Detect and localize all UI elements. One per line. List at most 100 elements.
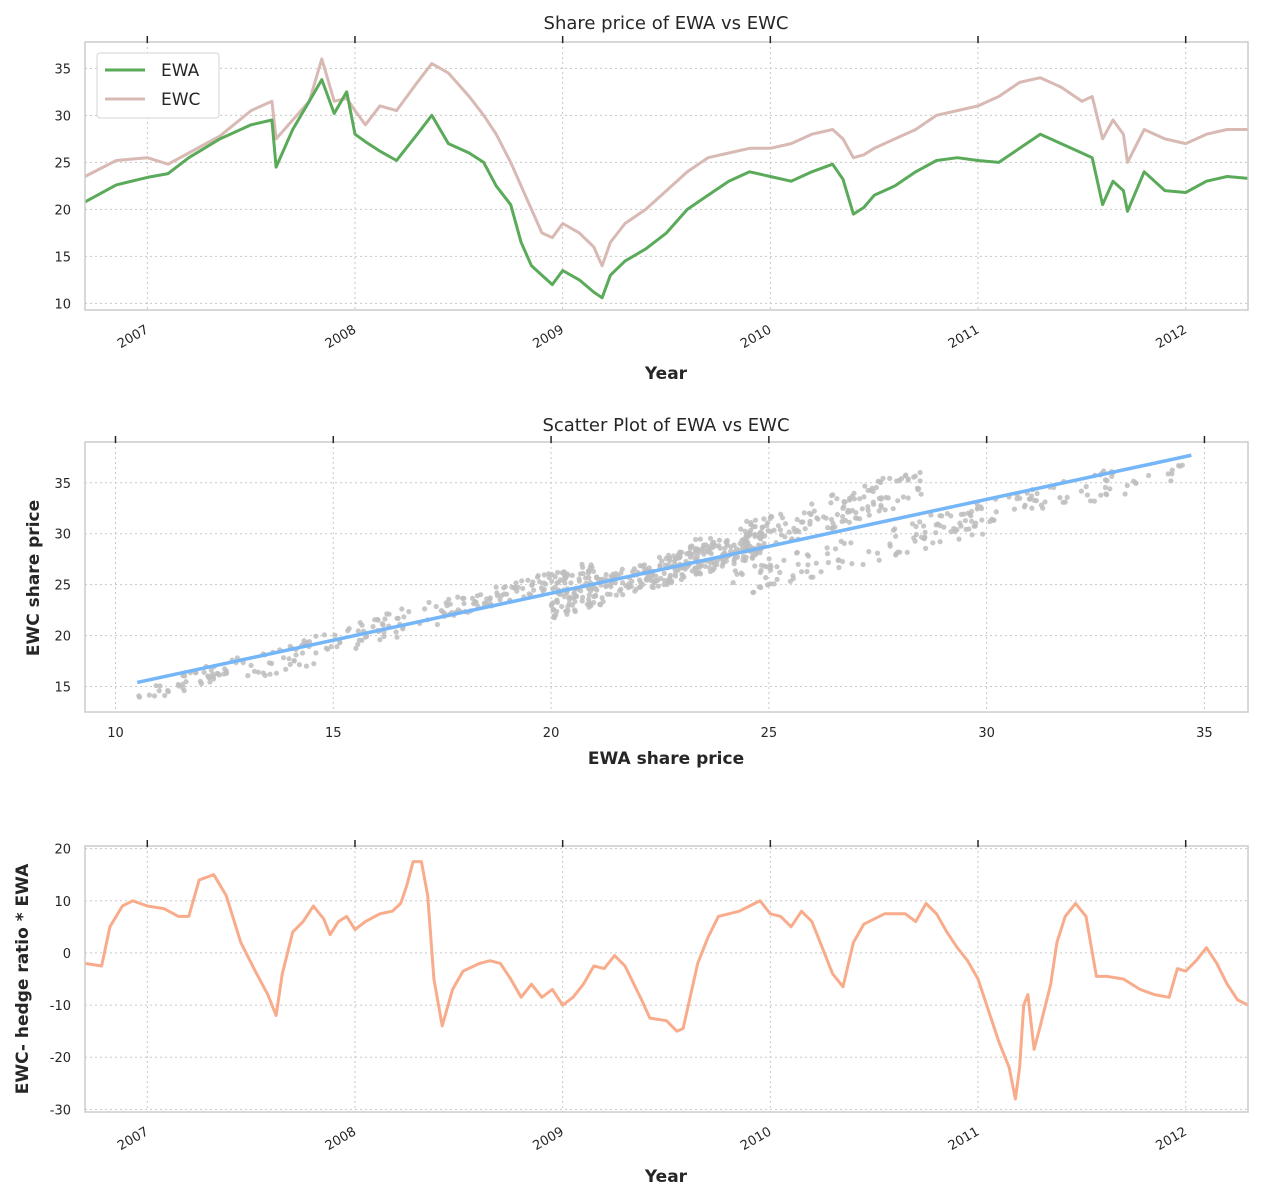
scatter-point — [912, 473, 918, 479]
scatter-point — [811, 508, 817, 514]
scatter-point — [815, 516, 821, 522]
scatter-point — [806, 510, 813, 516]
scatter-point — [554, 599, 561, 606]
scatter-point — [594, 575, 600, 581]
scatter-point — [569, 602, 576, 608]
scatter-point — [777, 569, 783, 576]
scatter-point — [613, 571, 619, 577]
scatter-point — [689, 568, 695, 574]
scatter-point — [494, 593, 500, 599]
price-chart-panel: Share price of EWA vs EWC 10 15 20 25 30 35 20… — [54, 13, 1249, 384]
x-tick-label: 2010 — [738, 322, 774, 352]
y-tick-label: 20 — [54, 203, 71, 218]
scatter-point — [794, 550, 800, 556]
regression-line-path — [136, 453, 1192, 685]
legend-label-ewa: EWA — [161, 61, 200, 81]
scatter-point — [572, 607, 578, 613]
scatter-point — [461, 595, 467, 601]
scatter-point — [846, 519, 853, 525]
scatter-point — [657, 563, 663, 570]
scatter-point — [845, 507, 851, 513]
scatter-point — [887, 475, 893, 481]
scatter-point — [874, 550, 881, 556]
scatter-point — [849, 507, 856, 513]
scatter-point — [395, 615, 401, 622]
scatter-point — [990, 517, 996, 524]
scatter-point — [471, 601, 477, 607]
scatter-point — [1011, 506, 1018, 512]
chart-title: Scatter Plot of EWA vs EWC — [542, 415, 789, 436]
scatter-point — [705, 547, 711, 554]
scatter-point — [618, 570, 624, 576]
scatter-point — [1107, 486, 1113, 492]
scatter-point — [832, 546, 839, 552]
scatter-point — [759, 525, 765, 531]
y-tick-label: 20 — [54, 630, 71, 645]
scatter-point — [400, 626, 406, 632]
scatter-point — [461, 600, 467, 607]
scatter-point — [765, 520, 771, 526]
scatter-point — [406, 609, 412, 615]
scatter-point — [248, 662, 254, 669]
scatter-point — [873, 484, 880, 491]
scatter-point — [795, 561, 801, 567]
x-tick-label: 10 — [107, 726, 124, 741]
scatter-point — [752, 563, 758, 569]
scatter-point — [804, 568, 810, 575]
scatter-point — [386, 611, 392, 617]
scatter-point — [1057, 495, 1063, 501]
scatter-point — [701, 551, 707, 557]
scatter-point — [1034, 490, 1040, 497]
scatter-point — [434, 621, 440, 628]
scatter-point — [824, 551, 831, 557]
y-tick-label: 30 — [54, 109, 71, 124]
scatter-point — [656, 554, 663, 561]
x-tick-label: 20 — [543, 726, 560, 741]
scatter-point — [1098, 492, 1104, 498]
scatter-point — [286, 656, 292, 662]
scatter-point — [205, 673, 211, 679]
series-line-spread — [84, 860, 1249, 1101]
scatter-point — [781, 557, 787, 563]
scatter-point — [455, 607, 461, 613]
scatter-point — [742, 544, 748, 550]
x-tick-label: 2009 — [531, 322, 567, 352]
scatter-point — [836, 564, 842, 571]
scatter-point — [834, 496, 840, 502]
scatter-point — [291, 658, 297, 664]
scatter-point — [216, 672, 222, 678]
scatter-point — [573, 593, 579, 599]
scatter-point — [839, 518, 845, 525]
scatter-point — [1102, 484, 1108, 491]
scatter-point — [201, 669, 207, 675]
x-tick-label: 2011 — [946, 322, 982, 352]
scatter-point — [1133, 480, 1139, 486]
scatter-point — [689, 543, 695, 549]
scatter-point — [1169, 467, 1175, 473]
scatter-point — [537, 579, 543, 585]
scatter-point — [851, 490, 857, 496]
scatter-point — [377, 637, 383, 643]
scatter-point — [895, 498, 901, 504]
scatter-point — [299, 650, 306, 656]
scatter-point — [568, 580, 574, 586]
y-tick-label: 10 — [54, 895, 71, 910]
scatter-point — [1124, 482, 1130, 489]
scatter-point — [293, 652, 299, 658]
scatter-point — [778, 511, 784, 517]
scatter-point — [767, 567, 774, 573]
scatter-point — [504, 591, 510, 597]
scatter-point — [579, 598, 585, 604]
scatter-point — [267, 671, 273, 677]
scatter-point — [540, 588, 546, 594]
scatter-point — [969, 518, 975, 524]
scatter-point — [866, 549, 872, 555]
scatter-point — [824, 545, 830, 551]
scatter-point — [744, 518, 750, 525]
scatter-point — [782, 521, 789, 527]
scatter-point — [552, 574, 558, 580]
scatter-point — [546, 571, 552, 577]
y-tick-label: 35 — [54, 477, 71, 492]
series-line-ewc — [84, 57, 1248, 268]
